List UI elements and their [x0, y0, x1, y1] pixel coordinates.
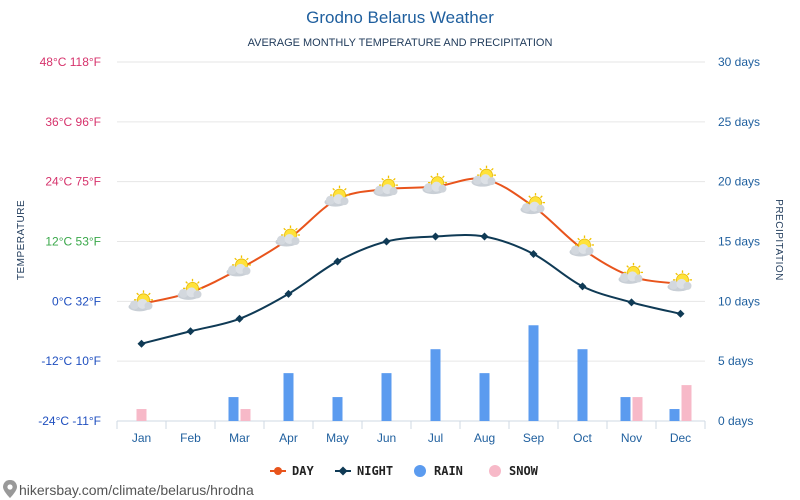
rain-bar — [228, 397, 239, 421]
gridlines — [116, 61, 706, 429]
rain-bar — [479, 373, 490, 421]
partly-cloudy-icon — [177, 278, 202, 300]
partly-cloudy-icon — [422, 173, 447, 195]
night-point — [137, 339, 146, 348]
month-label: Aug — [474, 431, 495, 445]
month-label: Nov — [621, 431, 642, 445]
night-point — [235, 314, 244, 323]
night-point — [186, 327, 195, 336]
temperature-axis-title: TEMPERATURE — [16, 200, 27, 280]
rain-bar — [283, 373, 294, 421]
month-axis-ticks: Jan Feb Mar Apr May Jun Jul Aug Sep Oct Nov Dec — [132, 431, 691, 445]
rain-bar — [528, 325, 539, 421]
legend-item-snow[interactable]: SNOW — [489, 464, 539, 478]
rain-bar — [430, 349, 441, 421]
rain-bar — [332, 397, 343, 421]
night-point — [676, 309, 685, 318]
month-label: Jun — [377, 431, 396, 445]
snow-bar — [681, 385, 692, 421]
dot-marker-icon — [489, 465, 501, 477]
month-label: Jan — [132, 431, 151, 445]
rain-bar — [381, 373, 392, 421]
circle-marker-icon — [274, 467, 282, 475]
month-label: May — [326, 431, 349, 445]
legend-label: RAIN — [434, 464, 463, 478]
legend-item-rain[interactable]: RAIN — [414, 464, 463, 478]
precipitation-axis-ticks: 30 days 25 days 20 days 15 days 10 days 5 day… — [718, 55, 760, 428]
location-pin-icon — [3, 480, 17, 498]
partly-cloudy-icon — [373, 175, 398, 197]
month-label: Oct — [573, 431, 592, 445]
month-label: Feb — [180, 431, 201, 445]
rain-bar — [577, 349, 588, 421]
source-link[interactable]: hikersbay.com/climate/belarus/hrodna — [3, 480, 254, 498]
chart-subtitle: AVERAGE MONTHLY TEMPERATURE AND PRECIPIT… — [248, 37, 553, 49]
night-point — [480, 232, 489, 241]
partly-cloudy-icon — [226, 255, 251, 277]
night-point — [382, 237, 391, 246]
temperature-tick-label: 12°C 53°F — [45, 235, 101, 249]
partly-cloudy-icon — [275, 225, 300, 247]
chart-legend: DAY NIGHT RAIN SNOW — [270, 464, 539, 478]
partly-cloudy-icon — [128, 290, 153, 312]
diamond-marker-icon — [338, 466, 348, 476]
legend-label: DAY — [292, 464, 314, 478]
month-label: Dec — [670, 431, 691, 445]
night-point — [529, 249, 538, 258]
month-label: Sep — [523, 431, 545, 445]
snow-bar — [240, 409, 251, 421]
source-text: hikersbay.com/climate/belarus/hrodna — [19, 482, 254, 498]
month-label: Mar — [229, 431, 250, 445]
partly-cloudy-icon — [324, 185, 349, 207]
temperature-tick-label: 0°C 32°F — [52, 294, 101, 308]
night-point — [627, 298, 636, 307]
temperature-tick-label: -24°C -11°F — [38, 414, 101, 428]
legend-item-night[interactable]: NIGHT — [335, 464, 393, 478]
temperature-tick-label: 36°C 96°F — [45, 115, 101, 129]
temperature-axis-ticks: 48°C 118°F 36°C 96°F 24°C 75°F 12°C 53°F 0°C… — [38, 55, 101, 428]
precipitation-axis-title: PRECIPITATION — [773, 199, 784, 281]
partly-cloudy-icon — [667, 270, 692, 292]
night-point — [333, 257, 342, 266]
legend-label: SNOW — [509, 464, 539, 478]
temperature-lines — [137, 177, 685, 348]
precipitation-tick-label: 25 days — [718, 115, 760, 129]
partly-cloudy-icon — [520, 193, 545, 215]
partly-cloudy-icon — [471, 165, 496, 187]
partly-cloudy-icon — [569, 235, 594, 257]
precipitation-bars — [136, 325, 692, 421]
night-point — [578, 282, 587, 291]
precipitation-tick-label: 0 days — [718, 414, 753, 428]
night-point — [431, 232, 440, 241]
precipitation-tick-label: 10 days — [718, 294, 760, 308]
precipitation-tick-label: 20 days — [718, 175, 760, 189]
temperature-tick-label: 24°C 75°F — [45, 175, 101, 189]
partly-cloudy-icon — [618, 262, 643, 284]
precipitation-tick-label: 15 days — [718, 235, 760, 249]
rain-bar — [669, 409, 680, 421]
precipitation-tick-label: 5 days — [718, 354, 753, 368]
rain-bar — [620, 397, 631, 421]
dot-marker-icon — [414, 465, 426, 477]
night-point — [284, 289, 293, 298]
temperature-tick-label: -12°C 10°F — [41, 354, 101, 368]
legend-item-day[interactable]: DAY — [270, 464, 314, 478]
precipitation-tick-label: 30 days — [718, 55, 760, 69]
month-label: Jul — [428, 431, 443, 445]
temperature-tick-label: 48°C 118°F — [40, 55, 101, 69]
snow-bar — [136, 409, 147, 421]
month-label: Apr — [279, 431, 298, 445]
legend-label: NIGHT — [357, 464, 393, 478]
snow-bar — [632, 397, 643, 421]
weather-icons — [128, 165, 692, 312]
night-line — [141, 234, 681, 345]
chart-title: Grodno Belarus Weather — [306, 8, 494, 27]
